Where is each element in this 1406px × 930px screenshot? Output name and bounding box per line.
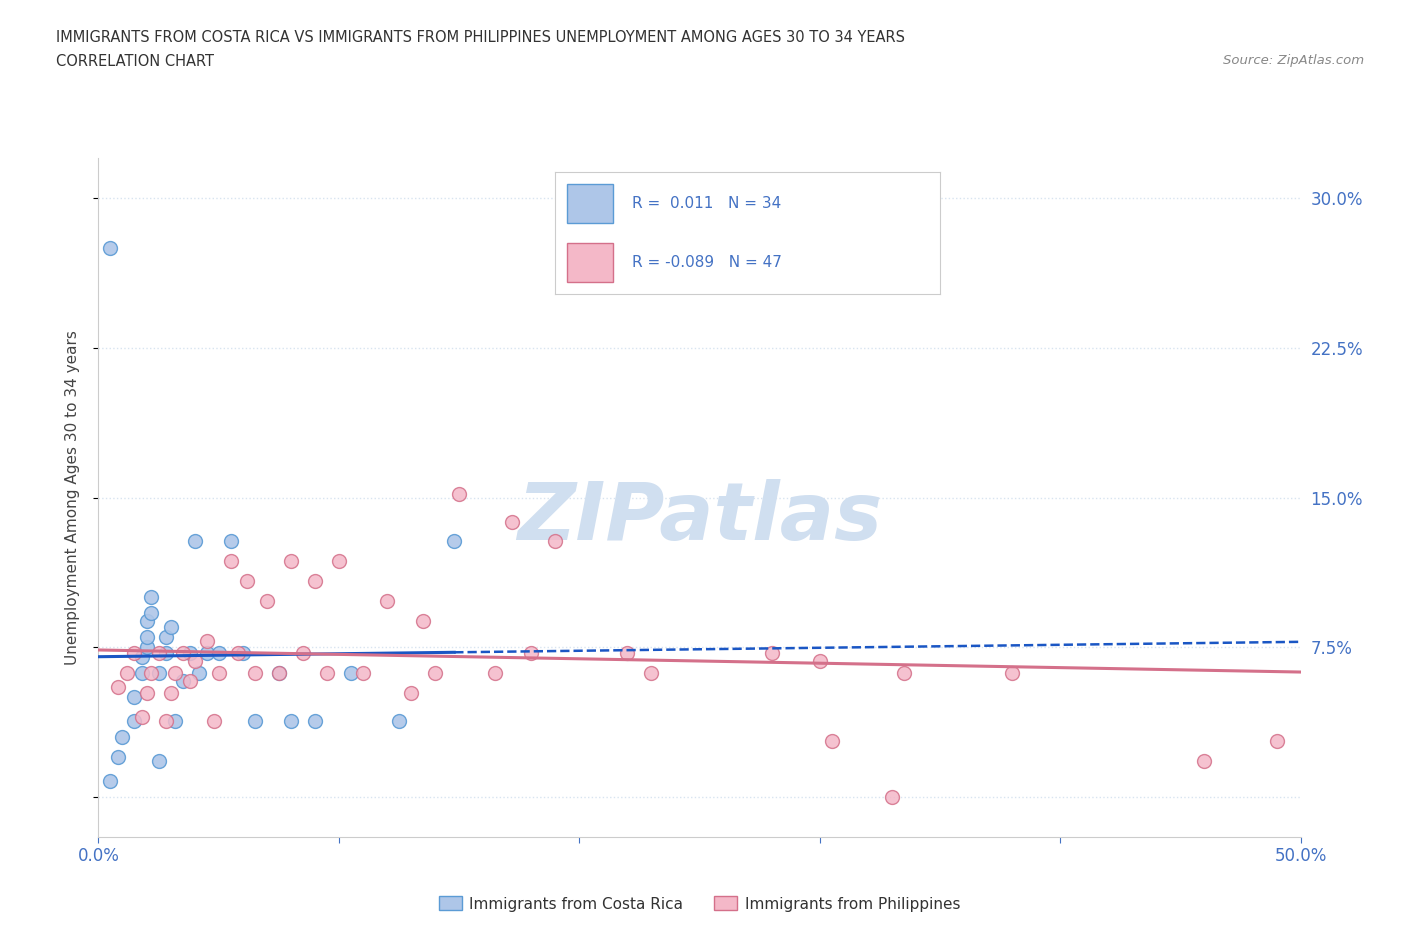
Text: Source: ZipAtlas.com: Source: ZipAtlas.com <box>1223 54 1364 67</box>
Point <box>155 645 177 660</box>
Point <box>423 666 446 681</box>
Point <box>124 690 146 705</box>
Point <box>340 666 363 681</box>
Point <box>195 645 218 660</box>
Legend: Immigrants from Costa Rica, Immigrants from Philippines: Immigrants from Costa Rica, Immigrants f… <box>433 890 966 918</box>
Point <box>135 685 157 700</box>
Point <box>107 680 129 695</box>
Point <box>399 685 422 700</box>
Point <box>148 645 170 660</box>
Point <box>236 574 259 589</box>
Point <box>616 645 638 660</box>
Text: ZIPatlas: ZIPatlas <box>517 479 882 557</box>
Point <box>388 713 411 728</box>
Point <box>100 774 122 789</box>
Point <box>165 666 187 681</box>
Point <box>243 713 266 728</box>
Point <box>135 614 157 629</box>
Point <box>267 666 290 681</box>
Point <box>195 634 218 649</box>
Point <box>183 654 205 669</box>
Point <box>131 710 153 724</box>
Point <box>124 645 146 660</box>
Point <box>219 554 242 569</box>
Point <box>821 734 844 749</box>
Point <box>484 666 506 681</box>
Point <box>1001 666 1024 681</box>
Point <box>280 713 302 728</box>
Point <box>761 645 783 660</box>
Point <box>412 614 434 629</box>
Text: CORRELATION CHART: CORRELATION CHART <box>56 54 214 69</box>
Point <box>188 666 211 681</box>
Point <box>135 630 157 644</box>
Point <box>893 666 915 681</box>
Point <box>135 640 157 655</box>
Point <box>219 534 242 549</box>
Point <box>172 674 194 689</box>
Point <box>111 730 134 745</box>
Point <box>232 645 254 660</box>
Point <box>443 534 465 549</box>
Point <box>1265 734 1288 749</box>
Point <box>315 666 337 681</box>
Point <box>267 666 290 681</box>
Point <box>520 645 543 660</box>
Point <box>172 645 194 660</box>
Point <box>291 645 314 660</box>
Point <box>183 534 205 549</box>
Point <box>100 241 122 256</box>
Point <box>256 594 278 609</box>
Point <box>148 753 170 768</box>
Point <box>155 630 177 644</box>
Point <box>447 486 470 501</box>
Point <box>179 645 201 660</box>
Point <box>208 666 231 681</box>
Point <box>159 620 181 635</box>
Point <box>107 750 129 764</box>
Point <box>243 666 266 681</box>
Point <box>375 594 398 609</box>
Point <box>304 713 326 728</box>
Point <box>501 514 523 529</box>
Point <box>155 713 177 728</box>
Point <box>148 666 170 681</box>
Point <box>131 666 153 681</box>
Point <box>328 554 350 569</box>
Point <box>141 666 163 681</box>
Point <box>124 713 146 728</box>
Text: IMMIGRANTS FROM COSTA RICA VS IMMIGRANTS FROM PHILIPPINES UNEMPLOYMENT AMONG AGE: IMMIGRANTS FROM COSTA RICA VS IMMIGRANTS… <box>56 30 905 45</box>
Point <box>117 666 139 681</box>
Point <box>141 590 163 604</box>
Point <box>202 713 225 728</box>
Point <box>640 666 662 681</box>
Point <box>1194 753 1216 768</box>
Point <box>808 654 831 669</box>
Point <box>141 606 163 621</box>
Point <box>226 645 249 660</box>
Point <box>159 685 181 700</box>
Point <box>544 534 567 549</box>
Point <box>179 674 201 689</box>
Point <box>280 554 302 569</box>
Point <box>208 645 231 660</box>
Y-axis label: Unemployment Among Ages 30 to 34 years: Unemployment Among Ages 30 to 34 years <box>65 330 80 665</box>
Point <box>352 666 374 681</box>
Point <box>131 650 153 665</box>
Point <box>165 713 187 728</box>
Point <box>304 574 326 589</box>
Point <box>880 790 903 804</box>
